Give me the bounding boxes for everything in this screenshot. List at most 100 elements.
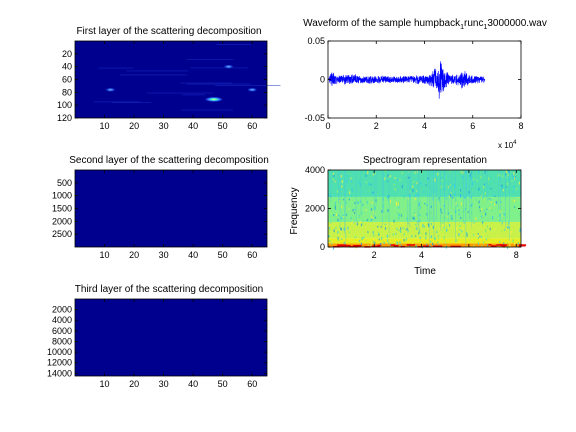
spectrogram-streak [444,170,445,229]
spectrogram-speckle [472,199,474,201]
spectrogram-speckle [433,244,435,247]
spectrogram-speckle [480,236,483,238]
spectrogram-speckle [420,181,422,184]
spectrogram-speckle [400,214,403,217]
spectrogram-streak [462,170,464,223]
spectrogram-speckle [382,212,384,216]
spectrogram-speckle [505,170,507,173]
spectrogram-speckle [491,207,493,210]
spectrogram-speckle [512,176,515,179]
spectrogram-speckle [409,194,411,198]
third-layer-ytick-label: 14000 [47,368,72,378]
spectrogram-speckle [452,188,454,192]
spectrogram-speckle [400,221,402,224]
spectrogram-streak [383,170,385,214]
spectrogram-speckle [447,171,449,175]
spectrogram-speckle [391,222,393,226]
spectrogram-speckle [519,213,521,216]
spectrogram-speckle [425,183,427,186]
spectrogram-speckle [441,211,443,214]
spectrogram-speckle [505,186,507,188]
spectrogram-speckle [490,201,492,203]
spectrogram-speckle [455,218,457,221]
spectrogram-speckle [469,173,471,177]
spectrogram-speckle [421,184,423,187]
spectrogram-speckle [402,227,405,229]
spectrogram-speckle [470,176,473,180]
spectrogram-low-energy [518,245,526,247]
spectrogram-speckle [503,229,506,231]
spectrogram-speckle [511,180,513,183]
spectrogram-speckle [330,185,332,188]
spectrogram-low-energy [491,245,495,247]
spectrogram-speckle [499,221,501,224]
spectrogram-speckle [434,237,436,241]
spectrogram-speckle [367,218,369,222]
spectrogram-speckle [394,188,396,191]
spectrogram-speckle [508,227,511,229]
spectrogram-speckle [455,202,457,206]
spectrogram-streak [498,170,500,211]
spectrogram-speckle [374,174,377,177]
spectrogram-streak [440,170,441,231]
spectrogram-speckle [328,229,331,234]
spectrogram-speckle [409,188,411,192]
spectrogram-speckle [489,207,491,210]
spectrogram-speckle [513,172,515,176]
spectrogram-streak [455,170,456,239]
spectrogram-speckle [488,198,490,200]
third-layer-xtick-label: 60 [247,379,257,389]
spectrogram-band [328,243,521,247]
spectrogram-speckle [404,201,407,204]
spectrogram-xtick-label: 6 [466,250,471,260]
spectrogram-speckle [386,180,389,183]
spectrogram-speckle [389,243,391,246]
spectrogram-speckle [365,174,367,178]
spectrogram-speckle [463,222,465,224]
spectrogram-speckle [399,178,401,182]
spectrogram-speckle [328,225,330,227]
spectrogram-speckle [449,194,452,198]
spectrogram-speckle [398,216,400,220]
spectrogram-speckle [509,243,511,247]
spectrogram-speckle [486,182,489,185]
second-layer-xtick-label: 20 [129,250,139,260]
spectrogram-speckle [501,215,503,217]
spectrogram-speckle [446,184,448,188]
spectrogram-speckle [460,170,462,174]
spectrogram-low-energy [352,244,362,247]
spectrogram-low-energy [518,244,527,246]
spectrogram-speckle [436,231,438,234]
spectrogram-speckle [460,221,463,224]
spectrogram-speckle [335,192,337,195]
spectrogram-speckle [365,240,367,242]
spectrogram-speckle [407,176,409,179]
spectrogram-speckle [478,233,480,237]
spectrogram-speckle [508,170,510,174]
spectrogram-speckle [343,215,345,219]
spectrogram-speckle [348,208,350,210]
spectrogram-speckle [368,182,370,186]
spectrogram-speckle [332,172,335,176]
spectrogram-speckle [371,201,373,204]
spectrogram-speckle [367,244,369,248]
spectrogram-speckle [359,220,361,224]
spectrogram-speckle [498,185,500,189]
spectrogram-speckle [430,240,432,243]
spectrogram-speckle [466,195,469,197]
spectrogram-speckle [328,226,331,230]
spectrogram-streak [355,170,357,226]
first-layer-title: First layer of the scattering decomposit… [76,26,261,37]
spectrogram-speckle [443,200,446,204]
spectrogram-speckle [437,241,439,244]
spectrogram-band [328,238,521,244]
spectrogram-speckle [452,196,454,199]
spectrogram-speckle [509,239,512,242]
spectrogram-speckle [473,178,475,181]
spectrogram-streak [486,170,488,202]
spectrogram-speckle [343,241,345,244]
spectrogram-speckle [481,195,483,198]
spectrogram-speckle [497,235,499,238]
spectrogram-speckle [370,244,372,247]
spectrogram-speckle [501,221,503,225]
